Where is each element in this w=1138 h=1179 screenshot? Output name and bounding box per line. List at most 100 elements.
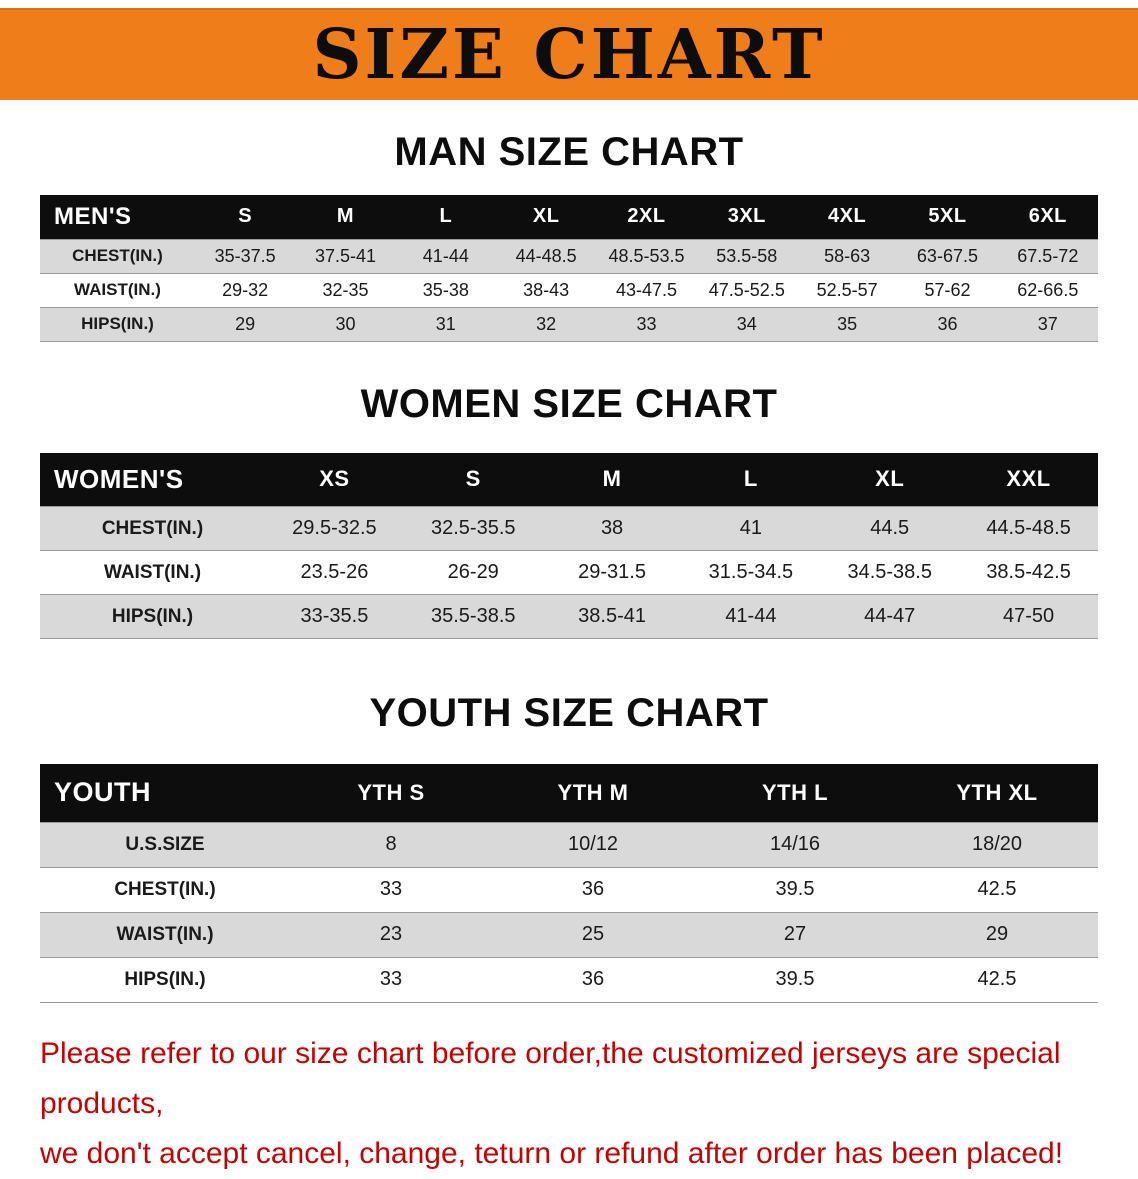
size-header-cell: XXL: [959, 452, 1098, 507]
measure-label-cell: U.S.SIZE: [40, 821, 290, 868]
value-cell: 29: [896, 912, 1098, 958]
value-cell: 38.5-41: [542, 594, 682, 639]
value-cell: 39.5: [694, 867, 896, 913]
value-cell: 8: [290, 821, 492, 868]
value-cell: 52.5-57: [796, 273, 898, 308]
size-header-cell: L: [395, 195, 496, 239]
size-header-cell: S: [403, 452, 543, 507]
measure-label-cell: CHEST(IN.): [40, 506, 265, 551]
value-cell: 42.5: [896, 867, 1098, 913]
youth-size-chart-heading: YOUTH SIZE CHART: [369, 691, 769, 735]
value-cell: 37: [997, 307, 1098, 342]
value-cell: 35-38: [395, 273, 496, 308]
value-cell: 43-47.5: [596, 273, 697, 308]
value-cell: 18/20: [896, 821, 1098, 868]
value-cell: 44.5: [820, 506, 960, 551]
value-cell: 10/12: [492, 821, 694, 868]
value-cell: 35: [796, 307, 898, 342]
value-cell: 34: [696, 307, 797, 342]
value-cell: 63-67.5: [897, 238, 998, 274]
value-cell: 57-62: [897, 273, 998, 308]
size-header-cell: 3XL: [696, 195, 797, 239]
value-cell: 38-43: [495, 273, 597, 308]
measure-label-cell: HIPS(IN.): [40, 594, 265, 639]
table-row: HIPS(IN.) 29 30 31 32 33 34 35 36 37: [40, 307, 1098, 342]
value-cell: 33: [290, 957, 492, 1003]
value-cell: 33: [290, 867, 492, 913]
value-cell: 35.5-38.5: [403, 594, 543, 639]
table-title-cell: MEN'S: [40, 195, 195, 239]
value-cell: 47.5-52.5: [696, 273, 797, 308]
value-cell: 62-66.5: [997, 273, 1098, 308]
table-row: HIPS(IN.) 33 36 39.5 42.5: [40, 957, 1098, 1003]
value-cell: 29-32: [195, 273, 296, 308]
women-size-chart-heading: WOMEN SIZE CHART: [360, 381, 778, 426]
size-header-cell: S: [195, 195, 296, 239]
size-header-cell: M: [295, 195, 396, 239]
table-row: HIPS(IN.) 33-35.5 35.5-38.5 38.5-41 41-44 44-…: [40, 594, 1098, 639]
disclaimer-line-2: we don't accept cancel, change, teturn o…: [40, 1136, 1064, 1170]
women-size-table: WOMEN'S XS S M L XL XXL CHEST(IN.) 29.5-32.5 32.5…: [40, 452, 1098, 639]
table-title-cell: YOUTH: [40, 764, 290, 822]
value-cell: 33: [596, 307, 697, 342]
men-size-chart-section: MAN SIZE CHART MEN'S S M L XL 2XL 3XL 4XL 5XL 6XL…: [0, 130, 1138, 342]
value-cell: 33-35.5: [265, 594, 404, 639]
value-cell: 31: [395, 307, 496, 342]
value-cell: 30: [295, 307, 396, 342]
table-row: CHEST(IN.) 35-37.5 37.5-41 41-44 44-48.5 48.5…: [40, 238, 1098, 274]
table-row: WAIST(IN.) 23.5-26 26-29 29-31.5 31.5-34.5 34…: [40, 550, 1098, 595]
value-cell: 38.5-42.5: [959, 550, 1098, 595]
measure-label-cell: WAIST(IN.): [40, 273, 195, 308]
value-cell: 58-63: [796, 238, 898, 274]
value-cell: 32.5-35.5: [403, 506, 543, 551]
value-cell: 41-44: [681, 594, 821, 639]
size-header-cell: YTH M: [492, 764, 694, 822]
table-row: U.S.SIZE 8 10/12 14/16 18/20: [40, 821, 1098, 868]
size-header-cell: YTH L: [694, 764, 896, 822]
value-cell: 44-48.5: [495, 238, 597, 274]
size-header-cell: 4XL: [796, 195, 898, 239]
measure-label-cell: WAIST(IN.): [40, 550, 265, 595]
men-size-chart-heading: MAN SIZE CHART: [394, 130, 744, 174]
value-cell: 31.5-34.5: [681, 550, 821, 595]
size-chart-title: SIZE CHART: [312, 15, 826, 95]
table-row: CHEST(IN.) 29.5-32.5 32.5-35.5 38 41 44.5 44.5…: [40, 506, 1098, 551]
size-header-cell: XL: [495, 195, 597, 239]
value-cell: 36: [492, 867, 694, 913]
value-cell: 53.5-58: [696, 238, 797, 274]
measure-label-cell: CHEST(IN.): [40, 238, 195, 274]
disclaimer: Please refer to our size chart before or…: [40, 1029, 1102, 1179]
measure-label-cell: WAIST(IN.): [40, 912, 290, 958]
value-cell: 48.5-53.5: [596, 238, 697, 274]
value-cell: 26-29: [403, 550, 543, 595]
size-header-cell: YTH XL: [896, 764, 1098, 822]
value-cell: 14/16: [694, 821, 896, 868]
value-cell: 29.5-32.5: [265, 506, 404, 551]
measure-label-cell: HIPS(IN.): [40, 957, 290, 1003]
table-header-row: WOMEN'S XS S M L XL XXL: [40, 452, 1098, 507]
value-cell: 38: [542, 506, 682, 551]
value-cell: 34.5-38.5: [820, 550, 960, 595]
size-header-cell: XS: [265, 452, 404, 507]
value-cell: 44-47: [820, 594, 960, 639]
value-cell: 39.5: [694, 957, 896, 1003]
youth-size-chart-section: YOUTH SIZE CHART YOUTH YTH S YTH M YTH L YTH…: [0, 691, 1138, 1003]
table-header-row: MEN'S S M L XL 2XL 3XL 4XL 5XL 6XL: [40, 195, 1098, 239]
size-header-cell: 5XL: [897, 195, 998, 239]
value-cell: 32: [495, 307, 597, 342]
size-header-cell: 2XL: [596, 195, 697, 239]
value-cell: 67.5-72: [997, 238, 1098, 274]
size-header-cell: YTH S: [290, 764, 492, 822]
size-header-cell: 6XL: [997, 195, 1098, 239]
measure-label-cell: HIPS(IN.): [40, 307, 195, 342]
value-cell: 36: [897, 307, 998, 342]
value-cell: 23: [290, 912, 492, 958]
value-cell: 29-31.5: [542, 550, 682, 595]
value-cell: 41-44: [395, 238, 496, 274]
value-cell: 36: [492, 957, 694, 1003]
table-header-row: YOUTH YTH S YTH M YTH L YTH XL: [40, 764, 1098, 822]
men-size-table: MEN'S S M L XL 2XL 3XL 4XL 5XL 6XL CHEST(IN.) 35-37…: [40, 195, 1098, 342]
table-title-cell: WOMEN'S: [40, 452, 265, 507]
value-cell: 29: [195, 307, 296, 342]
disclaimer-line-1: Please refer to our size chart before or…: [40, 1036, 1061, 1120]
